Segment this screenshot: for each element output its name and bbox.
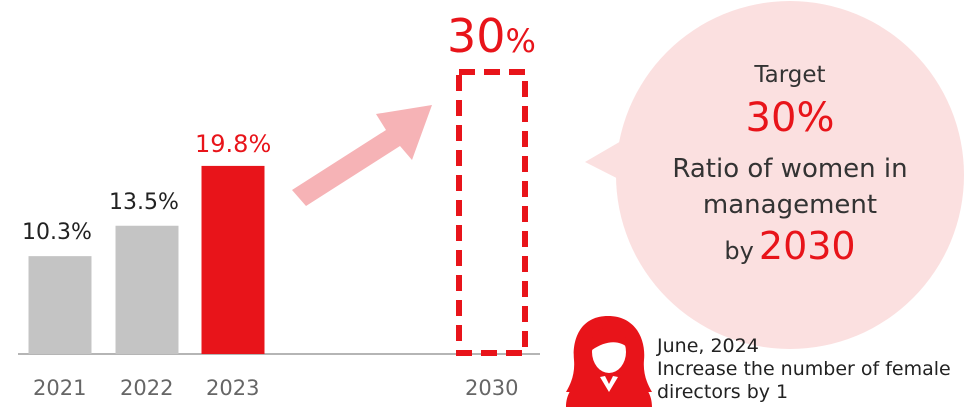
target-desc-line1: Ratio of women in xyxy=(672,154,908,184)
value-label-2023: 19.8% xyxy=(195,129,272,158)
note-date: June, 2024 xyxy=(657,335,759,357)
note-text-line1: Increase the number of female xyxy=(657,358,951,380)
trend-arrow xyxy=(292,105,432,206)
bar-2023 xyxy=(201,165,265,354)
year-label-2030: 2030 xyxy=(465,376,519,400)
target-bar xyxy=(456,69,528,356)
target-label: Target xyxy=(754,62,826,88)
target-year: 2030 xyxy=(758,224,856,268)
target-by-line: by 2030 xyxy=(630,224,950,268)
bubble-pointer xyxy=(585,130,650,195)
note-text-line2: directors by 1 xyxy=(657,381,789,403)
target-bubble xyxy=(616,1,964,349)
bar-2021 xyxy=(28,256,92,354)
value-label-2022: 13.5% xyxy=(109,189,179,215)
year-label-2022: 2022 xyxy=(120,376,174,400)
target-by-word: by xyxy=(724,237,754,265)
female-person-icon xyxy=(566,316,652,407)
value-label-2030: 30% xyxy=(447,9,536,63)
year-label-2023: 2023 xyxy=(206,376,260,400)
target-value: 30% xyxy=(745,95,835,141)
bar-2022 xyxy=(115,225,179,354)
year-label-2021: 2021 xyxy=(33,376,87,400)
target-desc-line2: management xyxy=(702,190,878,220)
value-label-2021: 10.3% xyxy=(22,220,92,246)
